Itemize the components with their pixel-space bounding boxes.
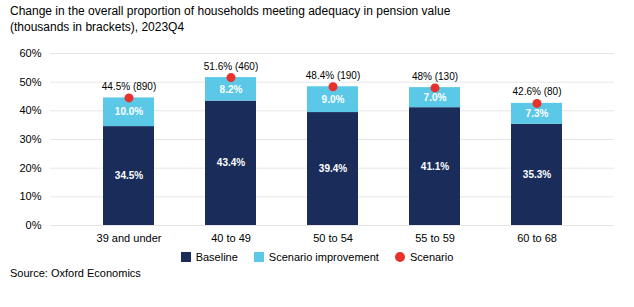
html-text:Scenario improvement: Scenario improvement xyxy=(268,251,379,264)
html-text:Baseline: Baseline xyxy=(195,251,238,264)
svg-text:48% (130): 48% (130) xyxy=(412,71,458,82)
svg-text:10.0%: 10.0% xyxy=(115,107,143,118)
svg-text:35.3%: 35.3% xyxy=(523,169,551,180)
svg-text:30%: 30% xyxy=(19,133,41,145)
svg-text:20%: 20% xyxy=(19,162,41,174)
svg-text:40 to 49: 40 to 49 xyxy=(211,232,251,244)
svg-text:7.3%: 7.3% xyxy=(526,108,549,119)
svg-text:50%: 50% xyxy=(19,76,41,88)
svg-text:9.0%: 9.0% xyxy=(322,94,345,105)
svg-text:42.6% (80): 42.6% (80) xyxy=(513,87,562,98)
svg-text:39.4%: 39.4% xyxy=(319,163,347,174)
svg-text:41.1%: 41.1% xyxy=(421,161,449,172)
svg-text:50 to 54: 50 to 54 xyxy=(313,232,353,244)
svg-text:51.6% (460): 51.6% (460) xyxy=(204,61,258,72)
svg-text:39 and under: 39 and under xyxy=(97,232,162,244)
svg-text:7.0%: 7.0% xyxy=(424,92,447,103)
svg-text:34.5%: 34.5% xyxy=(115,170,143,181)
html-text:Source: Oxford Economics: Source: Oxford Economics xyxy=(10,267,141,280)
html-text:Scenario: Scenario xyxy=(409,251,454,264)
svg-text:8.2%: 8.2% xyxy=(220,84,243,95)
svg-text:60%: 60% xyxy=(19,47,41,59)
svg-text:40%: 40% xyxy=(19,105,41,117)
svg-text:55 to 59: 55 to 59 xyxy=(415,232,455,244)
html-text:Change in the overall proporti: Change in the overall proportion of hous… xyxy=(10,4,451,34)
svg-text:60 to 68: 60 to 68 xyxy=(517,232,557,244)
svg-text:43.4%: 43.4% xyxy=(217,158,245,169)
svg-text:44.5% (890): 44.5% (890) xyxy=(102,81,156,92)
svg-text:0%: 0% xyxy=(26,219,42,231)
svg-text:10%: 10% xyxy=(19,191,41,203)
svg-text:48.4% (190): 48.4% (190) xyxy=(306,70,360,81)
